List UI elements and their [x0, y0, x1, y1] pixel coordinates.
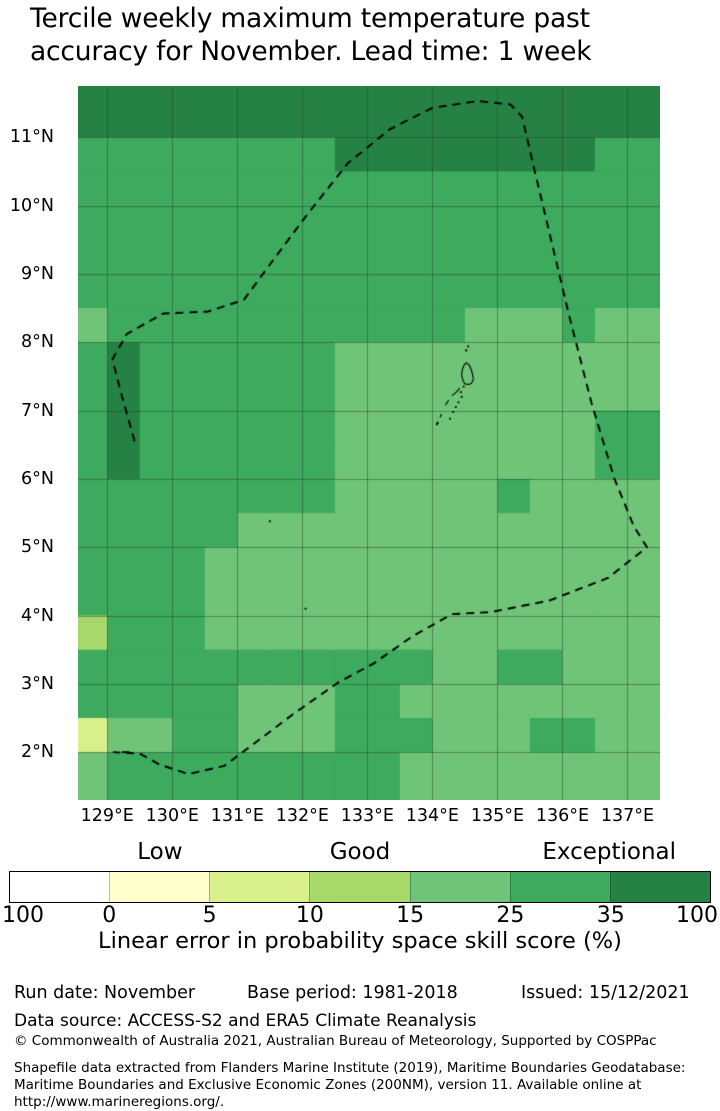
- colorbar-segment: [109, 872, 210, 902]
- x-axis-tick-label: 130°E: [145, 806, 199, 826]
- y-axis-tick-label: 10°N: [9, 195, 54, 216]
- y-axis-tick-label: 4°N: [21, 605, 54, 626]
- y-axis-tick-label: 6°N: [21, 468, 54, 489]
- colorbar-tick-labels: 100 0 5 10 15 25 35 100: [0, 903, 720, 929]
- footer-meta-row: Run date: November Base period: 1981-201…: [14, 983, 720, 1009]
- x-axis-tick-label: 132°E: [275, 806, 329, 826]
- colorbar-segment: [609, 872, 710, 902]
- colorbar-tick-label: 100: [676, 903, 718, 928]
- colorbar-segment: [309, 872, 410, 902]
- footer: Run date: November Base period: 1981-201…: [0, 983, 720, 1111]
- colorbar-axis-label: Linear error in probability space skill …: [98, 928, 622, 954]
- x-axis-tick-label: 137°E: [600, 806, 655, 826]
- base-period: Base period: 1981-2018: [247, 983, 458, 1003]
- x-axis-tick-label: 133°E: [340, 806, 394, 826]
- heatmap-canvas: [78, 86, 660, 800]
- colorbar: [9, 871, 711, 903]
- colorbar-tick-label: 0: [102, 903, 117, 928]
- data-source: Data source: ACCESS-S2 and ERA5 Climate …: [14, 1011, 477, 1031]
- colorbar-tick-label: 5: [202, 903, 217, 928]
- colorbar-category-labels: Low Good Exceptional: [0, 839, 720, 869]
- y-axis-tick-label: 9°N: [21, 263, 54, 284]
- run-date: Run date: November: [14, 983, 196, 1003]
- colorbar-tick-label: 10: [295, 903, 324, 928]
- page-title: Tercile weekly maximum temperature past …: [30, 3, 592, 67]
- colorbar-tick-label: 25: [496, 903, 525, 928]
- x-axis-tick-label: 131°E: [210, 806, 264, 826]
- colorbar-segment: [10, 872, 110, 902]
- y-axis-tick-label: 5°N: [21, 537, 54, 558]
- colorbar-category-label: Exceptional: [542, 839, 677, 865]
- x-axis-tick-label: 135°E: [470, 806, 525, 826]
- colorbar-tick-label: 35: [596, 903, 625, 928]
- issued-date: Issued: 15/12/2021: [521, 983, 690, 1003]
- x-axis-tick-label: 129°E: [80, 806, 134, 826]
- shapefile-attribution: Shapefile data extracted from Flanders M…: [14, 1060, 686, 1110]
- colorbar-tick-label: 100: [2, 903, 44, 928]
- y-axis-tick-label: 3°N: [21, 673, 54, 694]
- colorbar-segment: [409, 872, 510, 902]
- copyright-notice: © Commonwealth of Australia 2021, Austra…: [14, 1033, 657, 1049]
- y-axis-tick-label: 8°N: [21, 332, 54, 353]
- colorbar-segment: [209, 872, 310, 902]
- x-axis-tick-label: 136°E: [535, 806, 590, 826]
- y-axis-tick-label: 7°N: [21, 400, 54, 421]
- colorbar-category-label: Low: [137, 839, 183, 865]
- y-axis-tick-label: 2°N: [21, 742, 54, 763]
- colorbar-segment: [509, 872, 610, 902]
- y-axis-tick-label: 11°N: [9, 127, 54, 148]
- heatmap-map: [78, 86, 660, 800]
- colorbar-tick-label: 15: [396, 903, 425, 928]
- colorbar-category-label: Good: [329, 839, 391, 865]
- x-axis-tick-label: 134°E: [405, 806, 459, 826]
